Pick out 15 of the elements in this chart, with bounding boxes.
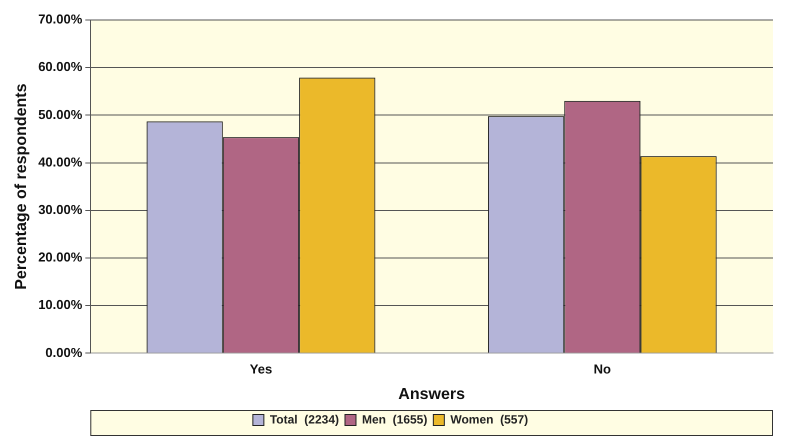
y-tick-label: 0.00% — [45, 344, 83, 360]
x-tick-label: No — [594, 362, 612, 377]
y-tick-label: 50.00% — [38, 106, 83, 122]
x-tick-label: Yes — [250, 362, 272, 377]
legend-label: Men (1655) — [362, 412, 428, 426]
legend-label: Total (2234) — [270, 412, 339, 426]
y-tick-label: 60.00% — [38, 59, 83, 74]
legend-label: Women (557) — [450, 412, 528, 426]
y-tick-label: 40.00% — [38, 154, 83, 170]
y-tick-label: 70.00% — [38, 12, 83, 27]
y-axis-title: Percentage of respondents — [13, 83, 30, 290]
x-axis-title: Answers — [398, 386, 466, 403]
y-tick-label: 10.00% — [38, 297, 83, 312]
y-tick-label: 30.00% — [38, 202, 83, 217]
y-tick-label: 20.00% — [38, 250, 83, 265]
